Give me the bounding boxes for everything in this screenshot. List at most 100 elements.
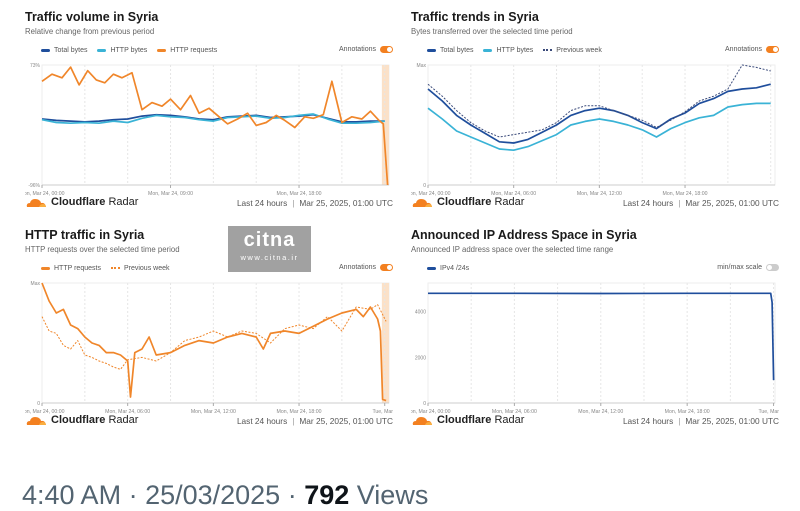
brand-rest: Radar [494, 196, 525, 208]
brand-rest: Radar [108, 196, 139, 208]
chart-meta: Last 24 hours | Mar 25, 2025, 01:00 UTC [236, 198, 393, 208]
legend-item[interactable]: IPv4 /24s [427, 265, 469, 272]
y-tick-label: 0 [423, 401, 426, 407]
legend-swatch [483, 48, 493, 52]
chart-legend: HTTP requests Previous week [41, 265, 169, 272]
chart-subtitle: HTTP requests over the selected time per… [25, 245, 180, 254]
legend-label: IPv4 /24s [440, 265, 470, 272]
brand-bold: Cloudflare [437, 196, 492, 208]
legend-label: HTTP bytes [496, 47, 534, 54]
legend-swatch [543, 49, 553, 52]
chart-plot: Mon, Mar 24, 00:00 Mon, Mar 24, 09:00 Mon,… [25, 63, 390, 196]
x-tick-label: Mon, Mar 24, 12:00 [578, 409, 623, 414]
x-tick-label: Mon, Mar 24, 06:00 [492, 409, 537, 414]
y-tick-label: Max [417, 63, 427, 69]
plot-area [427, 64, 776, 186]
timestamp: Mar 25, 2025, 01:00 UTC [685, 198, 779, 208]
chart-subtitle: Relative change from previous period [25, 27, 155, 36]
y-tick-label: 0 [37, 401, 40, 407]
chart-meta: Last 24 hours | Mar 25, 2025, 01:00 UTC [622, 416, 779, 426]
brand-rest: Radar [494, 414, 525, 426]
chart-panel-http-traffic: HTTP traffic in Syria HTTP requests over… [25, 224, 393, 436]
chart-footer: Cloudflare Radar Last 24 hours | Mar 25, 2… [411, 414, 779, 430]
legend-swatch [427, 266, 436, 270]
y-tick-label: 73% [30, 63, 41, 69]
brand-bold: Cloudflare [51, 414, 106, 426]
annotations-toggle[interactable]: Annotations [339, 46, 393, 53]
toggle-switch[interactable] [766, 46, 779, 53]
legend-swatch [427, 48, 436, 52]
chart-meta: Last 24 hours | Mar 25, 2025, 01:00 UTC [622, 198, 779, 208]
legend-item[interactable]: HTTP bytes [97, 47, 147, 54]
legend-item[interactable]: HTTP bytes [483, 47, 533, 54]
series-line-http-requests [41, 66, 389, 186]
tweet-date[interactable]: 25/03/2025 [145, 480, 281, 510]
chart-legend: Total bytes HTTP bytes HTTP requests [41, 47, 217, 54]
legend-label: HTTP requests [170, 47, 218, 54]
x-tick-label: Mon, Mar 24, 18:00 [277, 191, 322, 196]
toggle-switch[interactable] [766, 264, 779, 271]
chart-title: Traffic trends in Syria [411, 10, 539, 24]
tweet-time[interactable]: 4:40 AM [22, 480, 122, 510]
x-tick-label: Mon, Mar 24, 12:00 [577, 191, 622, 196]
chart-footer: Cloudflare Radar Last 24 hours | Mar 25, 2… [25, 196, 393, 212]
chart-title: HTTP traffic in Syria [25, 228, 145, 242]
cloudflare-radar-logo[interactable]: Cloudflare Radar [25, 196, 138, 208]
y-tick-label: 4000 [415, 310, 426, 316]
legend-swatch [97, 48, 107, 52]
cloudflare-cloud-icon [412, 198, 432, 207]
legend-item[interactable]: Previous week [543, 47, 602, 54]
legend-label: Total bytes [440, 47, 474, 54]
cloudflare-cloud-icon [412, 416, 432, 425]
brand-bold: Cloudflare [51, 196, 106, 208]
x-tick-label: Tue, Mar [758, 409, 779, 414]
views-label: Views [356, 480, 429, 510]
x-tick-label: Mon, Mar 24, 00:00 [411, 191, 451, 196]
x-tick-label: Mon, Mar 24, 00:00 [25, 409, 65, 414]
chart-title: Traffic volume in Syria [25, 10, 159, 24]
legend-item[interactable]: HTTP requests [41, 265, 101, 272]
annotations-toggle[interactable]: Annotations [339, 264, 393, 271]
cloudflare-radar-logo[interactable]: Cloudflare Radar [25, 414, 138, 426]
brand-rest: Radar [108, 414, 139, 426]
y-tick-label: 0 [423, 183, 426, 189]
legend-label: Previous week [556, 47, 602, 54]
x-tick-label: Mon, Mar 24, 18:00 [663, 191, 708, 196]
toggle-label: Annotations [339, 264, 376, 271]
chart-panel-traffic-volume: Traffic volume in Syria Relative change … [25, 6, 393, 218]
x-tick-label: Tue, Mar [372, 409, 393, 414]
y-tick-label: -96% [28, 183, 40, 189]
chart-title: Announced IP Address Space in Syria [411, 228, 637, 242]
annotation-band [381, 65, 389, 185]
cloudflare-radar-logo[interactable]: Cloudflare Radar [411, 414, 524, 426]
legend-item[interactable]: HTTP requests [157, 47, 217, 54]
annotations-toggle[interactable]: Annotations [725, 46, 779, 53]
toggle-switch[interactable] [380, 46, 393, 53]
legend-item[interactable]: Total bytes [427, 47, 473, 54]
chart-legend: Total bytes HTTP bytes Previous week [427, 47, 602, 54]
chart-panel-ip-space: Announced IP Address Space in Syria Anno… [411, 224, 779, 436]
x-tick-label: Mon, Mar 24, 12:00 [191, 409, 236, 414]
toggle-label: min/max scale [717, 264, 762, 271]
cloudflare-radar-logo[interactable]: Cloudflare Radar [411, 196, 524, 208]
chart-legend: IPv4 /24s [427, 265, 469, 272]
x-tick-label: Mon, Mar 24, 06:00 [105, 409, 150, 414]
annotations-toggle[interactable]: min/max scale [717, 264, 779, 271]
cloudflare-cloud-icon [26, 198, 46, 207]
legend-swatch [41, 266, 50, 270]
chart-footer: Cloudflare Radar Last 24 hours | Mar 25, 2… [411, 196, 779, 212]
time-range: Last 24 hours [622, 416, 674, 426]
x-tick-label: Mon, Mar 24, 09:00 [148, 191, 193, 196]
chart-subtitle: Bytes transferred over the selected time… [411, 27, 573, 36]
y-tick-label: Max [31, 281, 41, 287]
plot-area [41, 64, 390, 186]
tweet-meta: 4:40 AM · 25/03/2025 · 792 Views [22, 480, 429, 510]
annotation-band [381, 283, 389, 403]
series-line-ipv4-24s [428, 292, 775, 381]
legend-item[interactable]: Previous week [110, 265, 169, 272]
legend-item[interactable]: Total bytes [41, 47, 87, 54]
time-range: Last 24 hours [236, 198, 288, 208]
legend-label: HTTP bytes [110, 47, 148, 54]
time-range: Last 24 hours [236, 416, 288, 426]
toggle-switch[interactable] [380, 264, 393, 271]
